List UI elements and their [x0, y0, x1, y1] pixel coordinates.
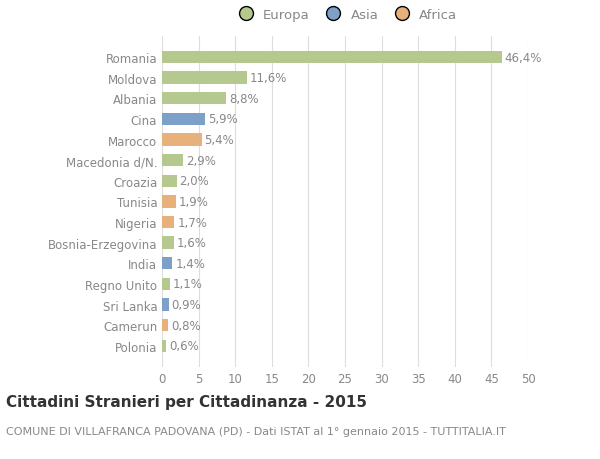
Text: 5,9%: 5,9% — [208, 113, 238, 126]
Text: 2,9%: 2,9% — [186, 154, 216, 167]
Bar — [162, 134, 202, 146]
Bar — [162, 278, 170, 291]
Bar — [162, 216, 175, 229]
Text: 8,8%: 8,8% — [229, 93, 259, 106]
Text: 0,9%: 0,9% — [172, 298, 201, 311]
Bar — [162, 257, 172, 270]
Text: 1,7%: 1,7% — [178, 216, 207, 229]
Text: 1,9%: 1,9% — [179, 196, 209, 208]
Text: COMUNE DI VILLAFRANCA PADOVANA (PD) - Dati ISTAT al 1° gennaio 2015 - TUTTITALIA: COMUNE DI VILLAFRANCA PADOVANA (PD) - Da… — [6, 426, 506, 436]
Legend: Europa, Asia, Africa: Europa, Asia, Africa — [227, 3, 463, 27]
Bar — [162, 113, 205, 126]
Text: 11,6%: 11,6% — [250, 72, 287, 85]
Text: 5,4%: 5,4% — [205, 134, 234, 147]
Bar — [162, 73, 247, 84]
Text: 0,8%: 0,8% — [171, 319, 200, 332]
Bar — [162, 93, 226, 105]
Text: Cittadini Stranieri per Cittadinanza - 2015: Cittadini Stranieri per Cittadinanza - 2… — [6, 394, 367, 409]
Bar — [162, 319, 168, 331]
Bar — [162, 299, 169, 311]
Bar — [162, 196, 176, 208]
Text: 46,4%: 46,4% — [505, 51, 542, 64]
Text: 0,6%: 0,6% — [169, 340, 199, 353]
Bar — [162, 175, 176, 188]
Text: 1,4%: 1,4% — [175, 257, 205, 270]
Text: 1,1%: 1,1% — [173, 278, 203, 291]
Text: 2,0%: 2,0% — [179, 175, 209, 188]
Text: 1,6%: 1,6% — [176, 237, 206, 250]
Bar — [162, 52, 502, 64]
Bar — [162, 340, 166, 352]
Bar — [162, 155, 183, 167]
Bar — [162, 237, 174, 249]
